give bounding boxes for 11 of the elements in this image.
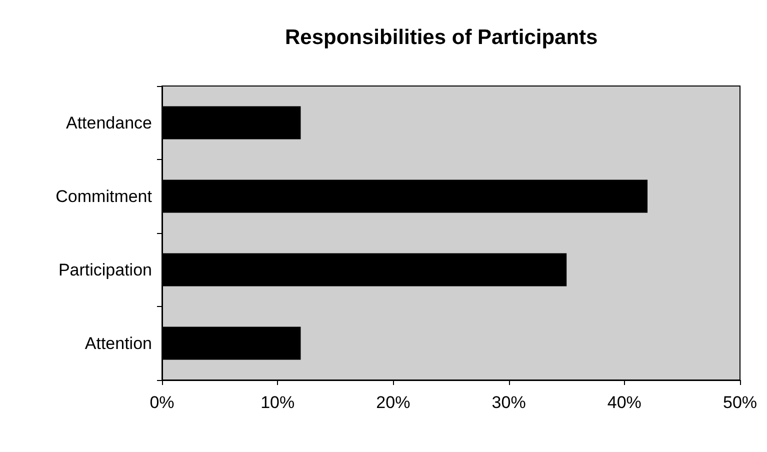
x-tick-label: 50% — [722, 393, 758, 412]
y-tick-label: Commitment — [56, 186, 152, 206]
y-tick-label: Participation — [58, 260, 152, 280]
chart-title: Responsibilities of Participants — [285, 26, 598, 49]
y-tick-label: Attendance — [66, 113, 152, 132]
x-tick-label: 30% — [492, 393, 526, 412]
x-tick-label: 40% — [607, 393, 642, 412]
y-tick-label: Attention — [84, 334, 152, 353]
x-tick-label: 0% — [150, 393, 174, 412]
x-tick-label: 10% — [260, 393, 295, 412]
x-tick-label: 20% — [376, 393, 410, 412]
